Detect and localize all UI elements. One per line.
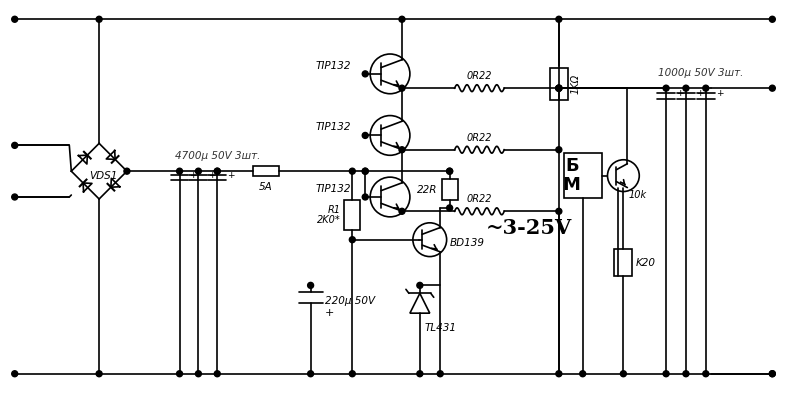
Circle shape [350, 168, 355, 174]
Text: VDS1: VDS1 [89, 171, 117, 181]
Text: +: + [716, 89, 723, 97]
Circle shape [556, 16, 561, 22]
Circle shape [399, 147, 405, 153]
Circle shape [683, 371, 689, 377]
Text: 1000μ 50V 3шт.: 1000μ 50V 3шт. [658, 68, 744, 78]
Circle shape [362, 194, 368, 200]
Circle shape [446, 205, 453, 211]
Circle shape [556, 208, 561, 214]
Text: +: + [676, 89, 684, 97]
Circle shape [214, 168, 220, 174]
Text: TIP132: TIP132 [316, 184, 351, 194]
Circle shape [556, 85, 561, 91]
Text: +: + [228, 171, 235, 180]
Circle shape [399, 208, 405, 214]
Text: +: + [209, 171, 216, 180]
Circle shape [214, 168, 220, 174]
Text: Б: Б [565, 157, 579, 175]
Text: +: + [696, 89, 703, 97]
Circle shape [446, 168, 453, 174]
Circle shape [417, 371, 423, 377]
Circle shape [177, 371, 182, 377]
Circle shape [556, 85, 561, 91]
Text: М: М [563, 176, 580, 195]
Circle shape [362, 132, 368, 138]
Text: +: + [324, 308, 334, 318]
Circle shape [620, 371, 626, 377]
Circle shape [362, 71, 368, 77]
Circle shape [195, 371, 201, 377]
Circle shape [96, 371, 102, 377]
Circle shape [769, 85, 776, 91]
Circle shape [12, 16, 17, 22]
Bar [615, 249, 632, 276]
Circle shape [663, 371, 669, 377]
Text: TL431: TL431 [425, 323, 457, 333]
Circle shape [769, 16, 776, 22]
Circle shape [350, 237, 355, 242]
Circle shape [12, 194, 17, 200]
Text: +: + [190, 171, 197, 180]
Circle shape [12, 371, 17, 377]
Bar [442, 179, 458, 200]
Circle shape [683, 85, 689, 91]
Text: 1KΩ: 1KΩ [571, 74, 580, 94]
Circle shape [399, 16, 405, 22]
Text: ~3-25V: ~3-25V [486, 218, 573, 238]
Circle shape [350, 371, 355, 377]
Circle shape [214, 371, 220, 377]
Circle shape [195, 168, 201, 174]
Circle shape [580, 371, 586, 377]
Bar [344, 200, 360, 230]
Circle shape [769, 371, 776, 377]
Circle shape [437, 371, 443, 377]
Circle shape [556, 85, 561, 91]
Text: 0R22: 0R22 [466, 133, 492, 143]
Text: K20: K20 [635, 257, 655, 268]
Bar [253, 166, 279, 176]
Text: 5A: 5A [259, 182, 273, 192]
Circle shape [399, 85, 405, 91]
Circle shape [362, 168, 368, 174]
Text: TIP132: TIP132 [316, 123, 351, 132]
Text: 10k: 10k [628, 189, 646, 200]
Circle shape [663, 85, 669, 91]
Text: 0R22: 0R22 [466, 195, 492, 204]
Circle shape [308, 371, 313, 377]
Circle shape [417, 283, 423, 288]
Text: BD139: BD139 [450, 238, 485, 248]
Bar [564, 153, 602, 198]
Circle shape [177, 168, 182, 174]
Text: 22R: 22R [417, 185, 438, 195]
Circle shape [703, 85, 709, 91]
Circle shape [12, 142, 17, 148]
Circle shape [124, 168, 130, 174]
Bar [550, 68, 568, 100]
Text: R1: R1 [328, 205, 340, 215]
Circle shape [556, 371, 561, 377]
Text: 2K0*: 2K0* [316, 215, 340, 225]
Text: 220μ 50V: 220μ 50V [324, 296, 374, 306]
Circle shape [308, 283, 313, 288]
Circle shape [703, 371, 709, 377]
Circle shape [556, 147, 561, 153]
Circle shape [769, 371, 776, 377]
Text: 0R22: 0R22 [466, 71, 492, 81]
Circle shape [362, 168, 368, 174]
Circle shape [96, 16, 102, 22]
Text: TIP132: TIP132 [316, 61, 351, 71]
Circle shape [446, 168, 453, 174]
Circle shape [556, 85, 561, 91]
Text: 4700μ 50V 3шт.: 4700μ 50V 3шт. [174, 151, 260, 161]
